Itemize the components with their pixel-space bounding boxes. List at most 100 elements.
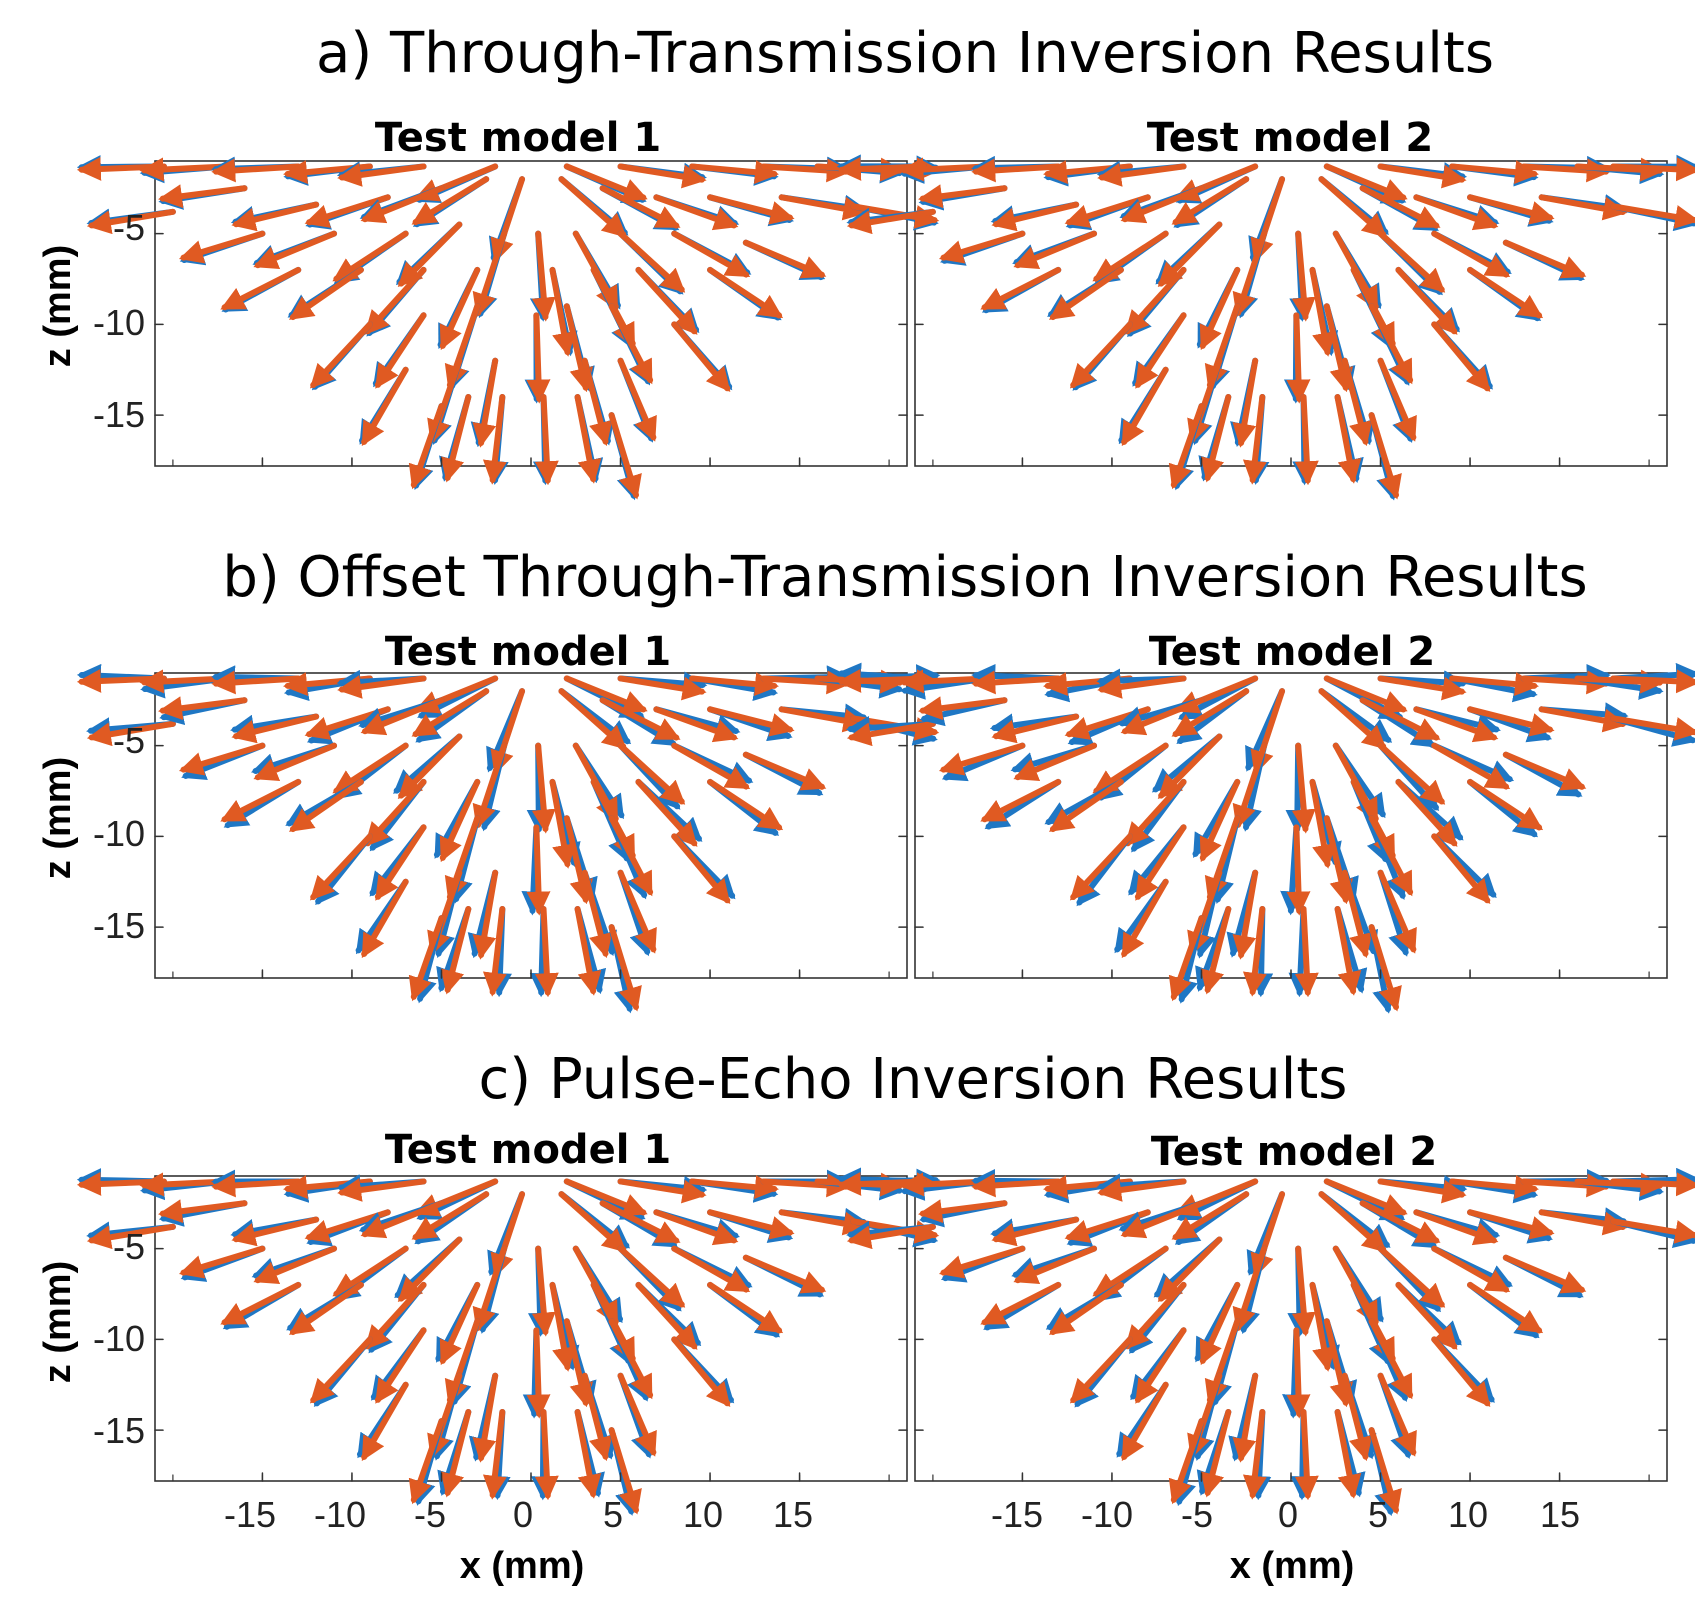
inverted-arrow [918,184,1008,209]
inverted-arrow [288,778,364,833]
inverted-arrow [846,208,936,235]
inverted-arrow [1431,833,1491,904]
inverted-arrow [1294,1409,1319,1501]
inverted-arrow [1323,1178,1408,1217]
inverted-arrow [1538,1209,1628,1236]
inverted-arrow [158,696,248,721]
inverted-arrow [938,742,1026,776]
quiver-arrows-c1 [76,1168,941,1516]
quiver-arrows-a2 [836,154,1695,501]
axis-ticks-c [154,1247,1668,1482]
inverted-arrow [671,833,731,904]
inverted-arrow [531,1245,556,1337]
inverted-arrow [1467,194,1555,225]
inverted-arrow [1431,1336,1491,1407]
y-tick-label-c-5: -5 [113,1226,145,1267]
inverted-arrow [360,697,445,736]
inverted-arrow [1286,312,1311,404]
inverted-arrow [472,1245,508,1333]
inverted-arrow [1124,778,1187,847]
inverted-arrow [1368,1318,1414,1400]
inverted-arrow [397,733,463,800]
inverted-arrow [563,303,594,393]
inverted-arrow [1048,266,1124,321]
inverted-arrow [1232,1372,1259,1463]
inverted-arrow [608,412,642,500]
panel-title-a2: Test model 2 [1147,115,1433,161]
inverted-arrow [1368,1427,1402,1515]
inverted-arrow [608,815,654,897]
y-tick-label-c-15: -15 [93,1410,145,1451]
inverted-arrow [1610,1172,1695,1197]
inverted-arrow [1538,706,1628,733]
inverted-arrow [408,1418,445,1505]
inverted-arrow [440,394,472,483]
inverted-arrow [178,1245,266,1279]
inverted-arrow [1467,778,1544,831]
inverted-arrow [1431,321,1491,392]
inverted-arrow [980,1281,1062,1326]
inverted-arrow [360,1200,445,1239]
inverted-arrow [938,230,1026,264]
inverted-arrow [360,185,445,224]
inverted-arrow [1359,1200,1441,1244]
inverted-arrow [599,1200,681,1244]
inverted-arrow [1318,688,1387,750]
inverted-arrow [653,706,739,743]
y-tick-label-a-5: -5 [113,207,145,248]
inverted-arrow [253,742,338,781]
inverted-arrow [1359,185,1441,229]
inverted-arrow [671,230,751,278]
inverted-arrow [337,675,427,699]
inverted-arrow [1171,688,1250,738]
inverted-arrow [1395,266,1458,335]
inverted-arrow [563,815,594,905]
inverted-arrow [534,906,559,998]
inverted-arrow [1610,203,1695,229]
x-tick-label-m1-n5: -5 [414,1494,446,1535]
inverted-arrow [1610,157,1695,182]
inverted-arrow [534,1409,559,1501]
inverted-arrow [309,1336,373,1404]
inverted-arrow [220,1281,302,1326]
inverted-arrow [760,158,851,183]
inverted-arrow [599,697,681,741]
inverted-arrow [361,366,409,447]
inverted-arrow [1449,672,1539,697]
inverted-arrow [1124,266,1187,335]
inverted-arrow [689,1175,779,1200]
inverted-arrow [1124,1281,1187,1350]
inverted-arrow [581,357,613,447]
panel-frame-a1 [154,160,908,467]
inverted-arrow [1121,366,1169,447]
inverted-arrow [1157,1236,1223,1303]
inverted-arrow [1013,230,1098,269]
inverted-arrow [531,230,556,322]
inverted-arrow [1377,1245,1446,1308]
inverted-arrow [337,1178,427,1202]
inverted-arrow [472,869,499,960]
inverted-arrow [1286,1327,1311,1419]
inverted-arrow [1069,1336,1133,1404]
inverted-arrow [558,1191,627,1253]
inverted-arrow [1134,1327,1187,1404]
inverted-arrow [1286,824,1311,916]
inverted-arrow [526,312,551,404]
inverted-arrow [1199,1281,1241,1366]
panel-title-c1: Test model 1 [385,1127,671,1173]
inverted-arrow [1368,924,1402,1012]
x-tick-label-m1-10: 10 [683,1494,723,1535]
inverted-arrow [689,160,779,185]
x-tick-label-m1-n15: -15 [224,1494,276,1535]
inverted-arrow [563,675,648,714]
inverted-arrow [549,266,576,357]
inverted-arrow [581,1372,613,1462]
inverted-arrow [635,266,698,335]
inverted-arrow [288,1281,364,1336]
inverted-arrow [472,357,499,448]
inverted-arrow [563,1318,594,1408]
inverted-arrow [689,672,779,697]
inverted-arrow [1368,303,1414,385]
inverted-arrow [574,1409,602,1499]
inverted-arrow [374,312,427,389]
